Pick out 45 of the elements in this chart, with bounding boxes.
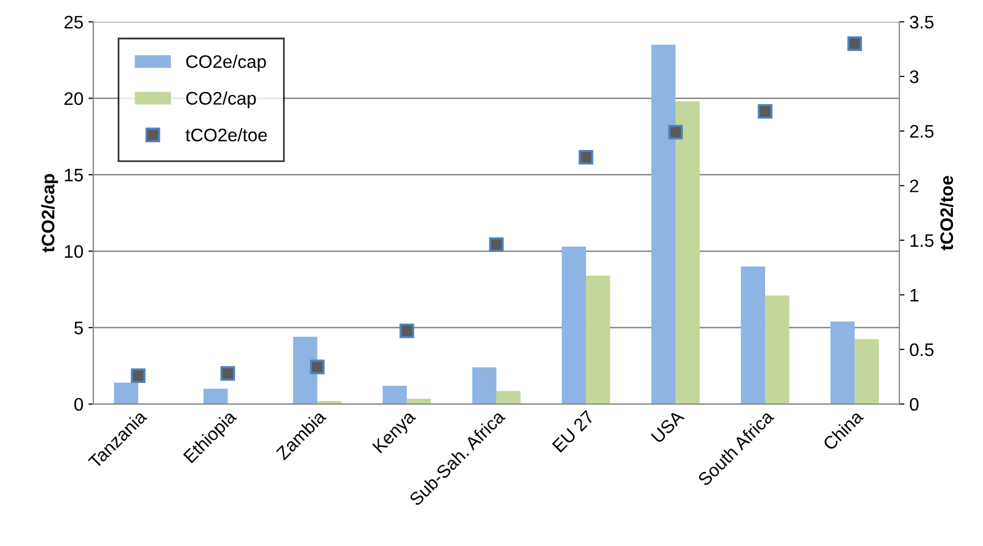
y-axis-title: tCO2/cap	[41, 174, 58, 252]
bar	[765, 295, 790, 404]
x-tick-label: USA	[650, 409, 685, 444]
bar	[740, 266, 766, 404]
y2-tick-label: 0.5	[910, 343, 934, 356]
y2-tick-label: 3.5	[910, 16, 934, 29]
y2-tick-label: 1	[910, 288, 918, 302]
bar	[204, 388, 228, 404]
legend-label: CO2e/cap	[186, 54, 266, 72]
point	[220, 366, 236, 381]
point	[130, 368, 146, 383]
bar	[676, 101, 700, 404]
point	[489, 237, 504, 252]
bar	[496, 391, 521, 404]
x-tick-label: EU 27	[552, 410, 595, 453]
bar	[586, 276, 610, 404]
y2-tick-label: 0	[910, 398, 919, 411]
y-tick-label: 25	[64, 16, 83, 29]
y-tick-label: 15	[64, 168, 83, 182]
bar	[472, 367, 496, 404]
bar	[114, 382, 138, 404]
y2-tick-label: 1.5	[910, 234, 934, 247]
bar	[562, 246, 586, 404]
y2-tick-label: 3	[910, 70, 918, 84]
y-tick-label: 20	[64, 92, 83, 105]
bar	[830, 321, 855, 404]
bar	[406, 398, 432, 404]
legend-label: CO2/cap	[186, 91, 256, 108]
bar	[382, 386, 407, 404]
bar	[854, 339, 879, 404]
point	[400, 324, 414, 338]
legend-label: tCO2e/toe	[186, 128, 267, 142]
y-tick-label: 10	[64, 245, 83, 258]
y2-tick-label: 2.5	[910, 124, 934, 138]
y-tick-label: 5	[74, 322, 83, 334]
y-tick-label: 0	[74, 398, 83, 411]
y2-axis-title: tCO2/toe	[940, 176, 954, 250]
point	[758, 104, 772, 119]
point	[668, 124, 683, 140]
point	[310, 360, 325, 374]
bar	[651, 44, 676, 404]
bar	[293, 336, 318, 404]
point	[578, 150, 594, 165]
point	[847, 36, 862, 51]
y2-tick-label: 2	[910, 180, 918, 192]
